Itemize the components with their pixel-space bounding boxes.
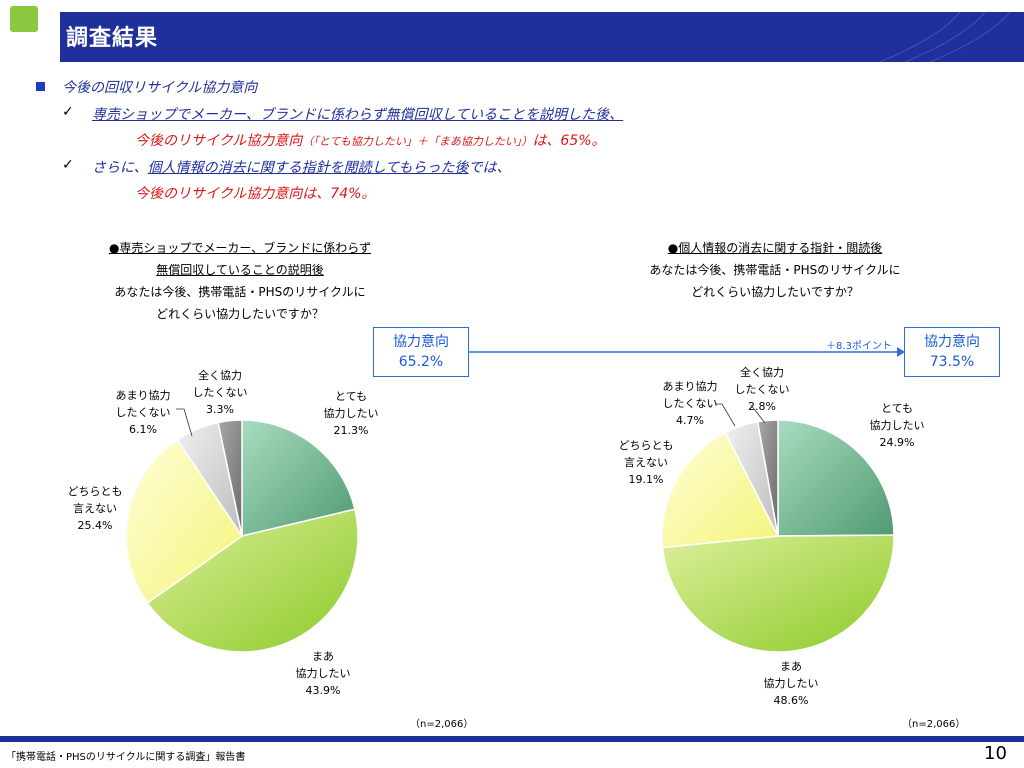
pie-slice-0: [241, 419, 356, 537]
pie-slice-2: [125, 438, 244, 605]
left-label-very-willing: とても 協力したい 21.3%: [311, 388, 391, 439]
right-chart-heading: ●個人情報の消去に関する指針・閲読後 あなたは今後、携帯電話・PHSのリサイクル…: [590, 237, 960, 303]
left-question-line2: どれくらい協力したいですか？: [156, 307, 324, 321]
check-icon: ✓: [62, 104, 74, 120]
slice-name: とても 協力したい: [869, 402, 925, 432]
right-pie-chart: [661, 419, 895, 653]
comparison-arrow: [469, 347, 905, 357]
right-intent-box: 協力意向 73.5%: [904, 327, 1000, 377]
pie-slice-2: [661, 431, 780, 549]
right-label-neutral: どちらとも 言えない 19.1%: [606, 437, 686, 488]
point2-line2: 今後のリサイクル協力意向は、74%。: [135, 186, 376, 202]
bullet-square-icon: [36, 82, 45, 91]
slice-name: まあ 協力したい: [295, 650, 351, 680]
left-pie-chart: [125, 419, 359, 653]
slice-value: 21.3%: [333, 424, 369, 437]
right-heading-line1: ●個人情報の消去に関する指針・閲読後: [667, 241, 883, 255]
left-chart-heading: ●専売ショップでメーカー、ブランドに係わらず 無償回収していることの説明後 あな…: [60, 237, 420, 325]
footer-bar: [0, 736, 1024, 742]
pie-slice-0: [777, 419, 895, 537]
left-intent-label: 協力意向: [393, 334, 449, 350]
right-question-line2: どれくらい協力したいですか？: [691, 285, 859, 299]
point1-small: （「とても協力したい」＋「まあ協力したい」）: [302, 135, 533, 148]
slice-name: どちらとも 言えない: [618, 439, 674, 469]
slice-name: あまり協力 したくない: [662, 380, 718, 410]
page-number: 10: [984, 743, 1007, 764]
left-label-somewhat-willing: まあ 協力したい 43.9%: [283, 648, 363, 699]
slice-value: 19.1%: [628, 473, 664, 486]
leader-lines: [176, 403, 766, 437]
slice-value: 48.6%: [773, 694, 809, 707]
slice-value: 24.9%: [879, 436, 915, 449]
slice-name: あまり協力 したくない: [115, 389, 171, 419]
point2-suffix: では、: [468, 160, 511, 176]
point2-line1: さらに、個人情報の消去に関する指針を閲読してもらった後では、: [92, 157, 510, 177]
slice-value: 4.7%: [676, 414, 704, 427]
right-label-very-willing: とても 協力したい 24.9%: [857, 400, 937, 451]
right-question-line1: あなたは今後、携帯電話・PHSのリサイクルに: [649, 263, 901, 277]
check-icon: ✓: [62, 157, 74, 173]
pie-slice-1: [146, 508, 359, 653]
pie-slice-4: [217, 419, 243, 537]
slice-value: 3.3%: [206, 403, 234, 416]
left-n-note: （n=2,066）: [410, 719, 474, 730]
point1-line2: 今後のリサイクル協力意向（「とても協力したい」＋「まあ協力したい」）は、65%。: [135, 130, 606, 150]
point2-underlined: 個人情報の消去に関する指針を閲読してもらった後: [147, 160, 469, 176]
right-intent-value: 73.5%: [929, 354, 975, 370]
slice-value: 25.4%: [77, 519, 113, 532]
point1-line1: 専売ショップでメーカー、ブランドに係わらず無償回収していることを説明した後、: [92, 107, 624, 123]
left-label-not-at-all: 全く協力 したくない 3.3%: [180, 367, 260, 418]
slice-value: 6.1%: [129, 423, 157, 436]
slice-name: どちらとも 言えない: [67, 485, 123, 515]
summary-heading: 今後の回収リサイクル協力意向: [62, 80, 258, 96]
point2-prefix: さらに、: [92, 160, 148, 176]
footer-text: 「携帯電話・PHSのリサイクルに関する調査」報告書: [6, 752, 246, 763]
leader-line: [176, 408, 193, 437]
left-heading-line1: ●専売ショップでメーカー、ブランドに係わらず: [108, 241, 372, 255]
pie-slice-1: [661, 534, 895, 653]
right-n-note: （n=2,066）: [902, 719, 966, 730]
slice-name: とても 協力したい: [323, 390, 379, 420]
left-heading-line2: 無償回収していることの説明後: [156, 263, 324, 277]
arrow-label: ＋8.3ポイント: [826, 341, 892, 352]
left-label-not-very-willing: あまり協力 したくない 6.1%: [103, 387, 183, 438]
slice-value: 43.9%: [305, 684, 341, 697]
leader-line: [750, 404, 766, 424]
page-title: 調査結果: [66, 26, 159, 51]
slice-name: 全く協力 したくない: [192, 369, 248, 399]
right-label-somewhat-willing: まあ 協力したい 48.6%: [751, 658, 831, 709]
left-intent-box: 協力意向 65.2%: [373, 327, 469, 377]
left-question-line1: あなたは今後、携帯電話・PHSのリサイクルに: [114, 285, 366, 299]
point1-end: は、65%。: [532, 133, 606, 149]
slice-name: 全く協力 したくない: [734, 366, 790, 396]
right-label-not-very-willing: あまり協力 したくない 4.7%: [650, 378, 730, 429]
title-bar-decoration: [879, 12, 1011, 62]
leader-line: [715, 403, 736, 427]
left-intent-value: 65.2%: [398, 354, 444, 370]
title-bar: [60, 12, 1024, 62]
slice-name: まあ 協力したい: [763, 660, 819, 690]
logo-square: [10, 6, 38, 32]
right-intent-label: 協力意向: [924, 334, 980, 350]
pie-slice-4: [756, 419, 779, 537]
left-label-neutral: どちらとも 言えない 25.4%: [55, 483, 135, 534]
point1-main: 今後のリサイクル協力意向: [135, 133, 303, 149]
